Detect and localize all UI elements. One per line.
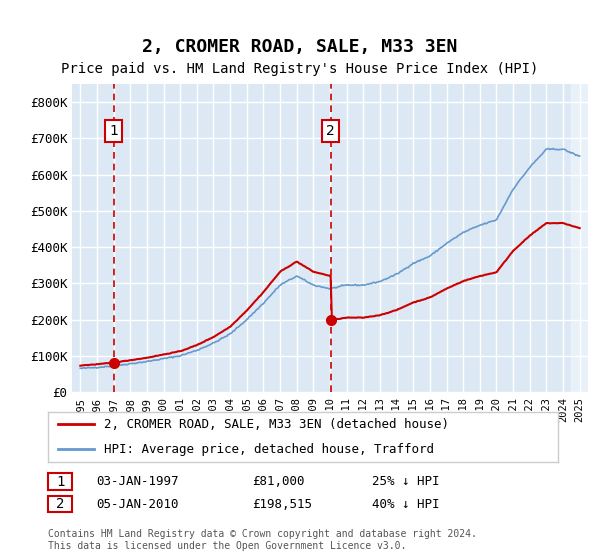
- Text: 1: 1: [109, 124, 118, 138]
- Text: Contains HM Land Registry data © Crown copyright and database right 2024.
This d: Contains HM Land Registry data © Crown c…: [48, 529, 477, 551]
- Text: 25% ↓ HPI: 25% ↓ HPI: [372, 475, 439, 488]
- Text: 1: 1: [56, 475, 64, 488]
- Text: 2: 2: [56, 497, 64, 511]
- Text: 2, CROMER ROAD, SALE, M33 3EN: 2, CROMER ROAD, SALE, M33 3EN: [142, 38, 458, 56]
- Text: HPI: Average price, detached house, Trafford: HPI: Average price, detached house, Traf…: [104, 443, 434, 456]
- Bar: [571, 84, 588, 392]
- Text: £198,515: £198,515: [252, 497, 312, 511]
- Text: £81,000: £81,000: [252, 475, 305, 488]
- Text: 05-JAN-2010: 05-JAN-2010: [96, 497, 179, 511]
- Text: 2, CROMER ROAD, SALE, M33 3EN (detached house): 2, CROMER ROAD, SALE, M33 3EN (detached …: [104, 418, 449, 431]
- Text: 2: 2: [326, 124, 335, 138]
- Bar: [571, 84, 588, 392]
- Text: 40% ↓ HPI: 40% ↓ HPI: [372, 497, 439, 511]
- Text: 03-JAN-1997: 03-JAN-1997: [96, 475, 179, 488]
- Text: Price paid vs. HM Land Registry's House Price Index (HPI): Price paid vs. HM Land Registry's House …: [61, 62, 539, 76]
